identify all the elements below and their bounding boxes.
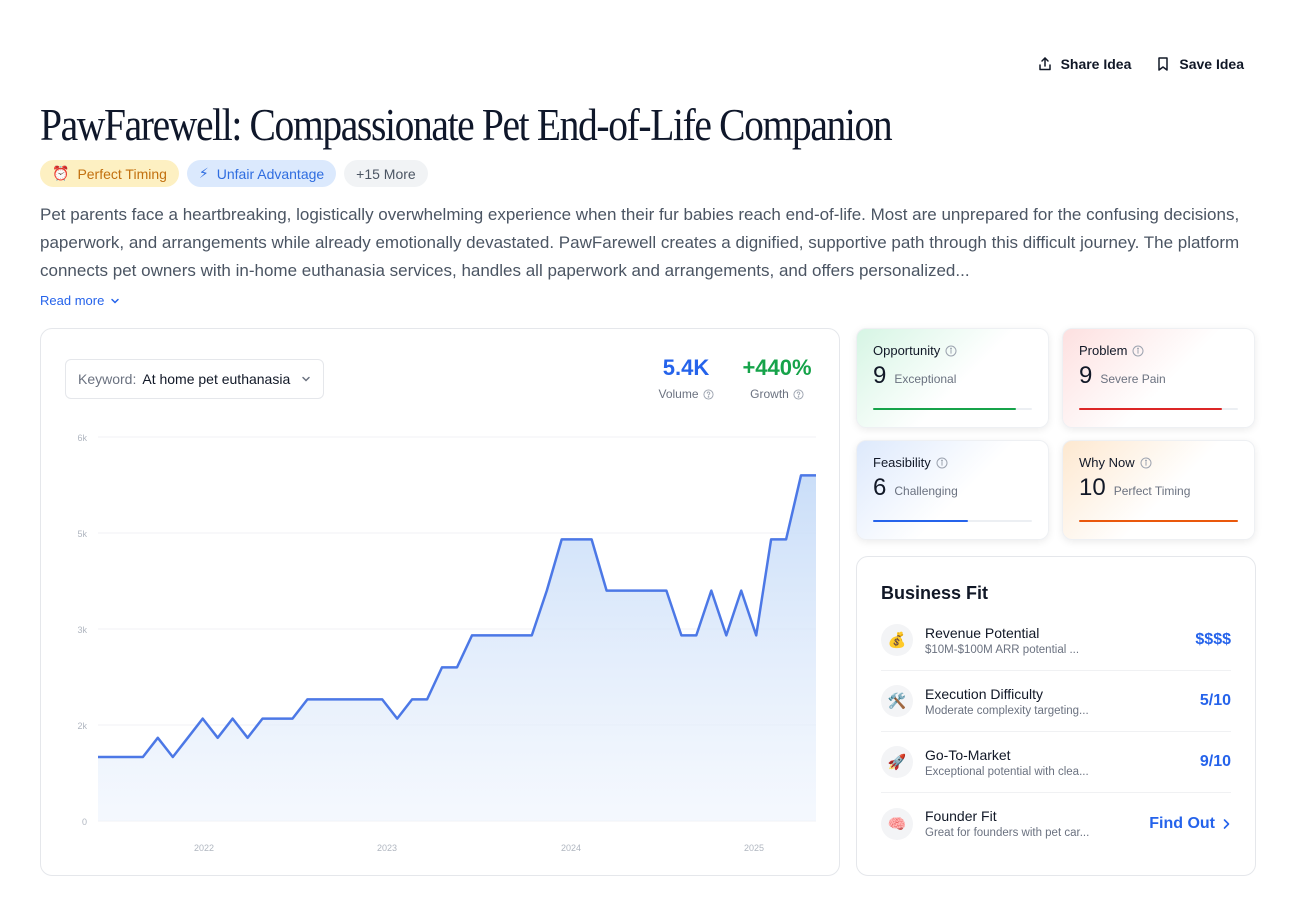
opportunity-card[interactable]: Opportunity 9 Exceptional — [856, 328, 1049, 428]
tag-list: ⏰ Perfect Timing ⚡ Unfair Advantage +15 … — [40, 160, 428, 187]
rocket-icon: 🚀 — [881, 746, 913, 778]
execution-difficulty-row[interactable]: 🛠️ Execution Difficulty Moderate complex… — [881, 671, 1231, 732]
info-icon[interactable] — [1140, 457, 1152, 469]
volume-stat: 5.4K Volume — [656, 355, 716, 401]
tools-icon: 🛠️ — [881, 685, 913, 717]
fit-name: Revenue Potential — [925, 624, 1040, 641]
share-icon — [1038, 57, 1051, 71]
save-idea-button[interactable]: Save Idea — [1155, 56, 1244, 72]
metric-title: Feasibility — [873, 455, 931, 470]
chevron-down-icon — [302, 376, 310, 382]
go-to-market-row[interactable]: 🚀 Go-To-Market Exceptional potential wit… — [881, 732, 1231, 793]
tag-label: Perfect Timing — [77, 165, 167, 182]
save-idea-label: Save Idea — [1179, 56, 1244, 72]
x-tick-label: 2024 — [561, 843, 581, 853]
keyword-value: At home pet euthanasia — [142, 371, 291, 387]
fit-value: 5/10 — [1199, 692, 1231, 709]
fit-description: $10M-$100M ARR potential ... — [925, 643, 1080, 656]
metric-score: 6 — [873, 474, 887, 501]
y-tick-label: 2k — [77, 721, 87, 731]
metric-title: Opportunity — [873, 343, 941, 358]
trend-chart: 0 2k 3k 5k 6k 2022 2023 2024 2025 — [77, 433, 816, 853]
feasibility-card[interactable]: Feasibility 6 Challenging — [856, 440, 1049, 540]
metric-rating: Exceptional — [894, 372, 957, 386]
help-icon[interactable] — [793, 388, 804, 400]
keyword-select[interactable]: Keyword: At home pet euthanasia — [65, 359, 324, 399]
score-bar — [873, 408, 1032, 410]
growth-stat: +440% Growth — [735, 355, 819, 401]
trend-line — [98, 474, 816, 759]
tag-unfair-advantage[interactable]: ⚡ Unfair Advantage — [186, 160, 337, 187]
fit-description: Great for founders with pet car... — [925, 827, 1090, 839]
tag-more-button[interactable]: +15 More — [344, 160, 428, 187]
volume-label: Volume — [658, 387, 699, 401]
business-fit-card: Business Fit 💰 Revenue Potential $10M-$1… — [856, 556, 1256, 876]
find-out-label: Find Out — [1149, 814, 1215, 832]
tag-label: Unfair Advantage — [216, 165, 325, 182]
why-now-card[interactable]: Why Now 10 Perfect Timing — [1062, 440, 1255, 540]
share-idea-label: Share Idea — [1060, 56, 1132, 72]
keyword-trend-card: 0 2k 3k 5k 6k 2022 2023 2024 2025 Keyword: At ho… — [40, 328, 840, 876]
score-bar — [873, 520, 1032, 522]
problem-card[interactable]: Problem 9 Severe Pain — [1062, 328, 1255, 428]
alarm-clock-icon: ⏰ — [52, 165, 70, 181]
metric-title: Why Now — [1079, 455, 1135, 470]
fit-name: Execution Difficulty — [925, 685, 1044, 702]
info-icon[interactable] — [936, 457, 948, 469]
fit-value: $$$$ — [1195, 631, 1231, 648]
metric-title: Problem — [1079, 343, 1128, 358]
business-fit-title: Business Fit — [881, 583, 989, 603]
fit-name: Founder Fit — [925, 808, 997, 824]
read-more-link[interactable]: Read more — [40, 293, 120, 308]
info-icon[interactable] — [945, 345, 957, 357]
y-tick-label: 5k — [77, 529, 87, 539]
chevron-down-icon — [111, 298, 120, 304]
trend-area — [98, 475, 816, 821]
fit-name: Go-To-Market — [925, 746, 1011, 763]
chevron-right-icon — [1223, 818, 1230, 829]
fit-description: Exceptional potential with clea... — [925, 765, 1089, 778]
y-tick-label: 3k — [77, 625, 87, 635]
revenue-potential-row[interactable]: 💰 Revenue Potential $10M-$100M ARR poten… — [881, 610, 1231, 671]
x-tick-label: 2023 — [377, 843, 397, 853]
info-icon[interactable] — [1132, 345, 1144, 357]
tag-perfect-timing[interactable]: ⏰ Perfect Timing — [40, 160, 179, 187]
x-tick-label: 2022 — [194, 843, 214, 853]
growth-label: Growth — [750, 387, 789, 401]
read-more-label: Read more — [40, 293, 105, 308]
score-bar-fill — [1079, 520, 1238, 522]
keyword-label: Keyword: — [78, 371, 137, 387]
fit-description: Moderate complexity targeting... — [925, 704, 1089, 717]
metric-score: 9 — [873, 362, 887, 389]
page-title: PawFarewell: Compassionate Pet End-of-Li… — [40, 99, 893, 150]
brain-icon: 🧠 — [881, 807, 913, 840]
metric-rating: Severe Pain — [1100, 372, 1166, 386]
idea-description: Pet parents face a heartbreaking, logist… — [40, 205, 1240, 280]
growth-value: +440% — [742, 355, 812, 380]
metric-rating: Perfect Timing — [1113, 484, 1191, 498]
metric-rating: Challenging — [894, 484, 958, 498]
score-bar-fill — [1079, 408, 1223, 410]
lightning-icon: ⚡ — [198, 165, 209, 181]
help-icon[interactable] — [702, 388, 714, 400]
top-actions: Share Idea Save Idea — [1037, 56, 1244, 72]
metric-score: 10 — [1079, 474, 1106, 501]
x-tick-label: 2025 — [744, 843, 764, 853]
score-bar — [1079, 408, 1238, 410]
find-out-link[interactable]: Find Out — [1149, 815, 1231, 833]
tag-label: +15 More — [356, 165, 416, 182]
fit-value: 9/10 — [1199, 753, 1231, 770]
business-fit-list: 💰 Revenue Potential $10M-$100M ARR poten… — [881, 610, 1231, 854]
y-tick-label: 6k — [77, 433, 87, 443]
founder-fit-row[interactable]: 🧠 Founder Fit Great for founders with pe… — [881, 793, 1231, 854]
score-bar-fill — [873, 520, 969, 522]
bookmark-icon — [1158, 57, 1169, 71]
metric-score: 9 — [1079, 362, 1093, 389]
share-idea-button[interactable]: Share Idea — [1037, 56, 1132, 72]
y-tick-label: 0 — [82, 817, 87, 827]
score-bar-fill — [873, 408, 1017, 410]
money-bag-icon: 💰 — [881, 624, 913, 656]
volume-value: 5.4K — [662, 355, 710, 380]
score-bar — [1079, 520, 1238, 522]
